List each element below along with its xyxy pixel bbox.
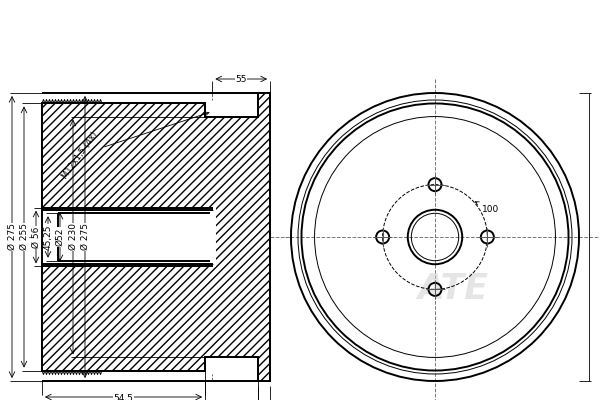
Polygon shape [42,93,270,381]
Text: ATE: ATE [418,272,488,306]
Text: 55: 55 [235,74,247,84]
Text: 24.0223-0015.1: 24.0223-0015.1 [152,15,328,35]
Text: 54,5: 54,5 [113,394,133,400]
Text: Ø 56: Ø 56 [32,226,41,248]
Text: M12x1,5 (4x): M12x1,5 (4x) [60,112,209,180]
Text: 45,25: 45,25 [44,224,53,250]
Text: Ø52: Ø52 [56,228,65,246]
Text: 480073: 480073 [412,15,488,35]
Text: Ø 255: Ø 255 [19,224,29,250]
Text: 100: 100 [475,202,499,214]
Text: Ø 275: Ø 275 [7,224,17,250]
Text: Ø 230: Ø 230 [68,224,77,250]
Text: Ø 275: Ø 275 [80,224,89,250]
Polygon shape [41,208,215,266]
